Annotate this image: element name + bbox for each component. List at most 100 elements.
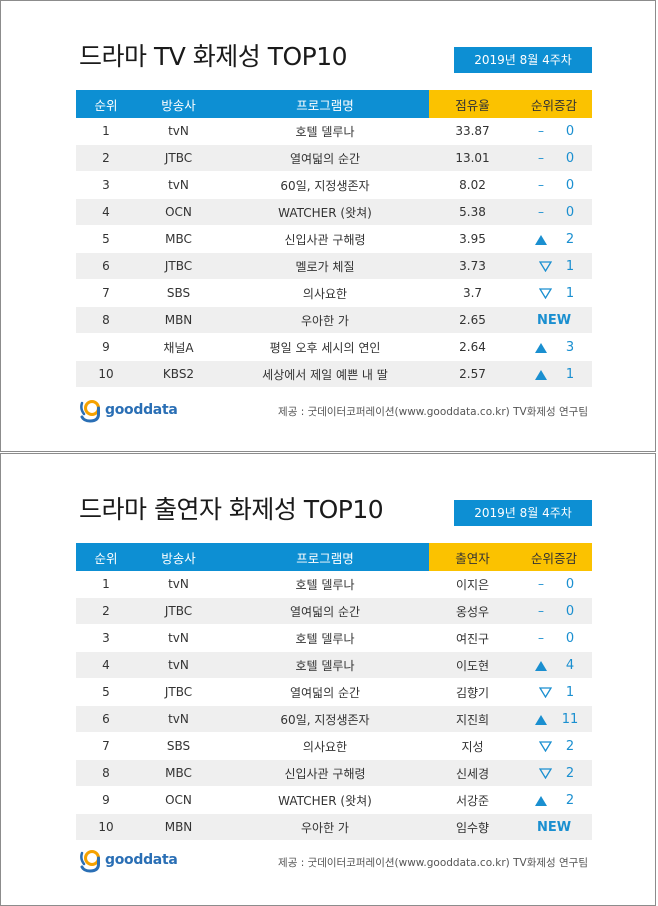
broadcaster-cell: MBC [136,759,221,787]
rank-change-value: 2 [565,765,575,781]
rank-change-cell: 2 [516,786,592,814]
rank-change-cell: 3 [516,333,592,361]
source-credit: 제공 : 굿데이터코퍼레이션(www.gooddata.co.kr) TV화제성… [278,406,588,418]
rank-down-icon [525,286,557,300]
program-cell: WATCHER (왓쳐) [221,198,429,226]
header-program: 프로그램명 [221,90,429,118]
actor-cell: 옹성우 [429,597,516,625]
program-cell: WATCHER (왓쳐) [221,786,429,814]
rank-cell: 1 [76,118,136,145]
rank-down-icon [525,766,557,780]
header-actor: 출연자 [429,543,516,571]
header-rank-change: 순위증감 [516,90,592,118]
header-share: 점유율 [429,90,516,118]
rank-cell: 1 [76,571,136,598]
rank-change-value: 0 [565,576,575,592]
broadcaster-cell: JTBC [136,597,221,625]
rank-cell: 3 [76,171,136,199]
rank-cell: 5 [76,225,136,253]
table-row: 6 JTBC 멜로가 체질 3.73 1 [76,252,592,280]
broadcaster-cell: tvN [136,118,221,145]
program-cell: 세상에서 제일 예쁜 내 딸 [221,360,429,388]
source-credit: 제공 : 굿데이터코퍼레이션(www.gooddata.co.kr) TV화제성… [278,857,588,869]
program-cell: 열여덟의 순간 [221,597,429,625]
gooddata-logo-text: gooddata [105,852,178,868]
rank-change-value: 1 [565,366,575,382]
no-change-icon [525,178,557,192]
actor-cell: 서강준 [429,786,516,814]
actor-cell: 김향기 [429,678,516,706]
rank-cell: 7 [76,279,136,307]
program-cell: 신입사관 구해령 [221,759,429,787]
rank-cell: 2 [76,144,136,172]
share-cell: 13.01 [429,144,516,172]
rank-change-value: 0 [565,204,575,220]
program-cell: 호텔 델루나 [221,118,429,145]
rank-change-value: 0 [565,123,575,139]
rank-change-value: 2 [565,792,575,808]
rank-cell: 9 [76,786,136,814]
share-cell: 8.02 [429,171,516,199]
rank-change-cell: 2 [516,759,592,787]
gooddata-logo-text: gooddata [105,402,178,418]
rank-change-cell: 0 [516,171,592,199]
broadcaster-cell: SBS [136,732,221,760]
broadcaster-cell: tvN [136,571,221,598]
rank-cell: 10 [76,360,136,388]
program-cell: 의사요한 [221,279,429,307]
program-cell: 호텔 델루나 [221,571,429,598]
share-cell: 2.57 [429,360,516,388]
rank-change-value: 0 [565,177,575,193]
table-row: 5 MBC 신입사관 구해령 3.95 2 [76,225,592,253]
rank-change-cell: 2 [516,225,592,253]
broadcaster-cell: MBN [136,813,221,841]
share-cell: 3.95 [429,225,516,253]
rank-cell: 4 [76,198,136,226]
rank-change-cell: 0 [516,144,592,172]
no-change-icon [525,124,557,138]
gooddata-logo: gooddata [79,847,178,873]
rank-change-cell: 1 [516,360,592,388]
table-header-row: 순위 방송사 프로그램명 출연자 순위증감 [76,543,592,571]
drama-cast-buzz-panel: 드라마 출연자 화제성 TOP10 2019년 8월 4주차 순위 방송사 프로… [0,453,656,906]
header-broadcaster: 방송사 [136,543,221,571]
table-row: 7 SBS 의사요한 3.7 1 [76,279,592,307]
rank-up-icon [525,793,557,807]
new-entry-badge: NEW [536,819,572,835]
program-cell: 평일 오후 세시의 연인 [221,333,429,361]
panel-title: 드라마 TV 화제성 TOP10 [79,42,348,71]
rank-change-cell: NEW [516,306,592,334]
rank-change-value: 2 [565,738,575,754]
rank-change-cell: NEW [516,813,592,841]
header-program: 프로그램명 [221,543,429,571]
rank-cell: 8 [76,306,136,334]
rank-cell: 10 [76,813,136,841]
rank-change-value: 0 [565,603,575,619]
program-cell: 의사요한 [221,732,429,760]
panel-title: 드라마 출연자 화제성 TOP10 [79,495,384,524]
rank-change-value: 1 [565,258,575,274]
broadcaster-cell: tvN [136,651,221,679]
broadcaster-cell: tvN [136,705,221,733]
rank-cell: 3 [76,624,136,652]
actor-cell: 이도현 [429,651,516,679]
rank-change-cell: 0 [516,571,592,598]
table-row: 7 SBS 의사요한 지성 2 [76,732,592,760]
share-cell: 3.7 [429,279,516,307]
broadcaster-cell: tvN [136,624,221,652]
rank-cell: 6 [76,705,136,733]
rank-cell: 8 [76,759,136,787]
rank-change-cell: 2 [516,732,592,760]
table-row: 5 JTBC 열여덟의 순간 김향기 1 [76,678,592,706]
rank-change-cell: 0 [516,118,592,145]
program-cell: 60일, 지정생존자 [221,705,429,733]
actor-cell: 지성 [429,732,516,760]
program-cell: 열여덟의 순간 [221,144,429,172]
rank-cell: 2 [76,597,136,625]
